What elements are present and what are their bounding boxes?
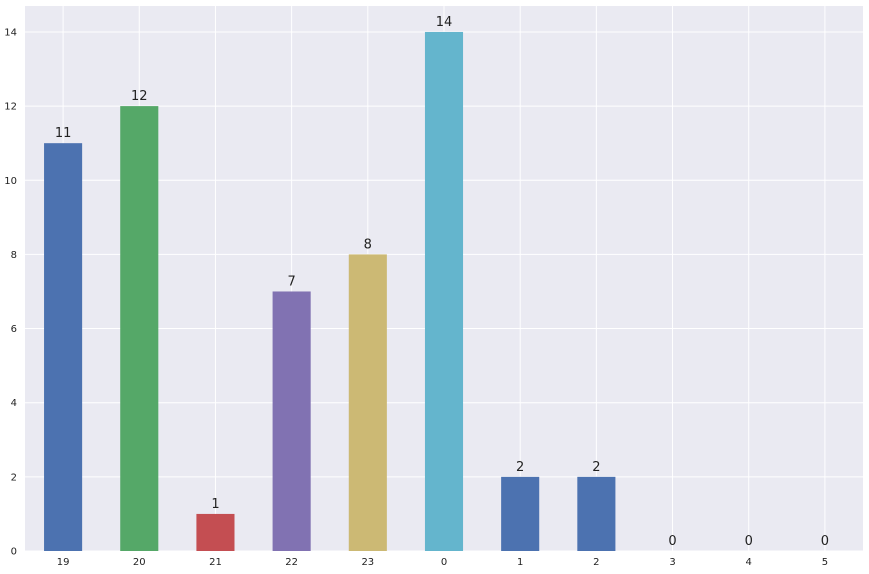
data-label-19: 11 — [55, 126, 72, 141]
bar-21 — [196, 513, 235, 551]
x-tick-label-3: 3 — [669, 557, 675, 568]
data-label-22: 7 — [287, 274, 295, 289]
data-label-3: 0 — [668, 534, 676, 549]
bar-22 — [272, 291, 311, 551]
bar-0 — [424, 31, 464, 551]
data-label-4: 0 — [745, 534, 753, 549]
y-tick-label-8: 8 — [11, 250, 17, 261]
bar-1 — [501, 476, 540, 551]
x-tick-label-4: 4 — [746, 557, 752, 568]
y-tick-label-6: 6 — [11, 324, 17, 335]
x-tick-label-19: 19 — [57, 557, 70, 568]
data-label-20: 12 — [131, 89, 148, 104]
bar-23 — [348, 254, 387, 551]
x-tick-label-5: 5 — [822, 557, 828, 568]
data-label-1: 2 — [516, 460, 524, 475]
x-tick-label-20: 20 — [133, 557, 146, 568]
y-tick-label-12: 12 — [4, 102, 17, 113]
x-tick-label-21: 21 — [209, 557, 222, 568]
x-tick-label-2: 2 — [593, 557, 599, 568]
y-tick-label-10: 10 — [4, 176, 17, 187]
y-tick-label-0: 0 — [11, 547, 17, 558]
y-tick-label-2: 2 — [11, 472, 17, 483]
data-label-0: 14 — [436, 15, 453, 30]
y-tick-labels: 0 2 4 6 8 10 12 14 — [4, 27, 17, 557]
bars — [44, 31, 616, 551]
data-label-23: 8 — [364, 237, 372, 252]
x-tick-label-0: 0 — [441, 557, 447, 568]
x-tick-labels: 19 20 21 22 23 0 1 2 3 4 5 — [57, 557, 828, 568]
y-tick-label-14: 14 — [4, 27, 17, 38]
bar-2 — [577, 476, 616, 551]
x-tick-label-23: 23 — [361, 557, 374, 568]
x-tick-label-1: 1 — [517, 557, 523, 568]
data-label-2: 2 — [592, 460, 600, 475]
x-tick-label-22: 22 — [285, 557, 298, 568]
data-labels: 11 12 1 7 8 14 2 2 0 0 0 — [55, 15, 829, 549]
bar-19 — [44, 143, 83, 551]
data-label-21: 1 — [211, 497, 219, 512]
y-tick-label-4: 4 — [11, 398, 17, 409]
data-label-5: 0 — [821, 534, 829, 549]
bar-20 — [120, 106, 159, 551]
